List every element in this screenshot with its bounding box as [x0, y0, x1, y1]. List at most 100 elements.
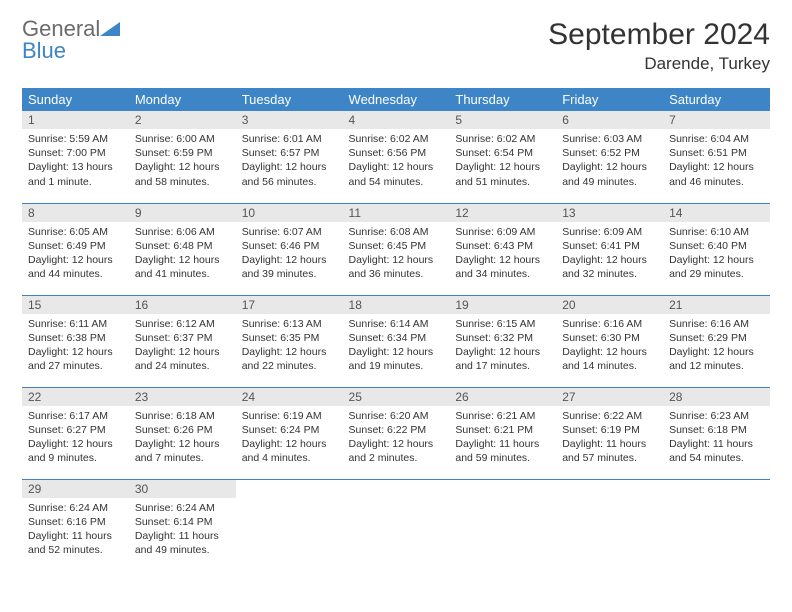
day-number: 9 [129, 204, 236, 222]
sunset-text: Sunset: 6:22 PM [349, 423, 444, 437]
day-number: 2 [129, 111, 236, 129]
calendar-day-cell: 4 Sunrise: 6:02 AMSunset: 6:56 PMDaylight… [343, 111, 450, 203]
calendar-day-cell [556, 479, 663, 571]
sunset-text: Sunset: 6:45 PM [349, 239, 444, 253]
day-details: Sunrise: 6:23 AMSunset: 6:18 PMDaylight:… [663, 406, 770, 472]
day-details: Sunrise: 6:11 AMSunset: 6:38 PMDaylight:… [22, 314, 129, 380]
day-details: Sunrise: 6:19 AMSunset: 6:24 PMDaylight:… [236, 406, 343, 472]
day-details: Sunrise: 6:10 AMSunset: 6:40 PMDaylight:… [663, 222, 770, 288]
day-details: Sunrise: 6:03 AMSunset: 6:52 PMDaylight:… [556, 129, 663, 195]
calendar-day-cell: 9Sunrise: 6:06 AMSunset: 6:48 PMDaylight… [129, 203, 236, 295]
calendar-table: Sunday Monday Tuesday Wednesday Thursday… [22, 88, 770, 571]
sunrise-text: Sunrise: 6:14 AM [349, 317, 444, 331]
daylight-text: Daylight: 12 hours and 54 minutes. [349, 160, 444, 188]
day-number: 7 [663, 111, 770, 129]
sunset-text: Sunset: 6:56 PM [349, 146, 444, 160]
calendar-day-cell: 2Sunrise: 6:00 AMSunset: 6:59 PMDaylight… [129, 111, 236, 203]
daylight-text: Daylight: 12 hours and 22 minutes. [242, 345, 337, 373]
daylight-text: Daylight: 12 hours and 41 minutes. [135, 253, 230, 281]
sunset-text: Sunset: 6:27 PM [28, 423, 123, 437]
daylight-text: Daylight: 12 hours and 17 minutes. [455, 345, 550, 373]
daylight-text: Daylight: 13 hours and 1 minute. [28, 160, 123, 188]
day-number: 24 [236, 388, 343, 406]
day-number: 23 [129, 388, 236, 406]
sunrise-text: Sunrise: 6:06 AM [135, 225, 230, 239]
sunset-text: Sunset: 6:41 PM [562, 239, 657, 253]
sunset-text: Sunset: 6:46 PM [242, 239, 337, 253]
sunset-text: Sunset: 6:18 PM [669, 423, 764, 437]
daylight-text: Daylight: 12 hours and 27 minutes. [28, 345, 123, 373]
daylight-text: Daylight: 12 hours and 4 minutes. [242, 437, 337, 465]
sunrise-text: Sunrise: 6:03 AM [562, 132, 657, 146]
daylight-text: Daylight: 12 hours and 2 minutes. [349, 437, 444, 465]
sunrise-text: Sunrise: 6:04 AM [669, 132, 764, 146]
daylight-text: Daylight: 12 hours and 9 minutes. [28, 437, 123, 465]
calendar-day-cell: 20Sunrise: 6:16 AMSunset: 6:30 PMDayligh… [556, 295, 663, 387]
calendar-day-cell: 12Sunrise: 6:09 AMSunset: 6:43 PMDayligh… [449, 203, 556, 295]
calendar-day-cell [663, 479, 770, 571]
sunrise-text: Sunrise: 6:02 AM [349, 132, 444, 146]
day-number: 19 [449, 296, 556, 314]
day-number: 25 [343, 388, 450, 406]
weekday-header: Tuesday [236, 88, 343, 111]
day-number: 12 [449, 204, 556, 222]
daylight-text: Daylight: 12 hours and 7 minutes. [135, 437, 230, 465]
daylight-text: Daylight: 11 hours and 59 minutes. [455, 437, 550, 465]
month-title: September 2024 [548, 18, 770, 52]
sunset-text: Sunset: 6:51 PM [669, 146, 764, 160]
daylight-text: Daylight: 12 hours and 34 minutes. [455, 253, 550, 281]
day-number: 4 [343, 111, 450, 129]
calendar-week-row: 29Sunrise: 6:24 AMSunset: 6:16 PMDayligh… [22, 479, 770, 571]
sunrise-text: Sunrise: 6:00 AM [135, 132, 230, 146]
day-details: Sunrise: 6:06 AMSunset: 6:48 PMDaylight:… [129, 222, 236, 288]
calendar-week-row: 1Sunrise: 5:59 AMSunset: 7:00 PMDaylight… [22, 111, 770, 203]
daylight-text: Daylight: 11 hours and 54 minutes. [669, 437, 764, 465]
weekday-header: Friday [556, 88, 663, 111]
daylight-text: Daylight: 12 hours and 24 minutes. [135, 345, 230, 373]
sunrise-text: Sunrise: 6:12 AM [135, 317, 230, 331]
sunset-text: Sunset: 6:32 PM [455, 331, 550, 345]
day-number: 26 [449, 388, 556, 406]
sunset-text: Sunset: 6:21 PM [455, 423, 550, 437]
calendar-day-cell: 6Sunrise: 6:03 AMSunset: 6:52 PMDaylight… [556, 111, 663, 203]
sunset-text: Sunset: 6:49 PM [28, 239, 123, 253]
daylight-text: Daylight: 12 hours and 36 minutes. [349, 253, 444, 281]
daylight-text: Daylight: 11 hours and 49 minutes. [135, 529, 230, 557]
sunset-text: Sunset: 7:00 PM [28, 146, 123, 160]
day-details: Sunrise: 6:18 AMSunset: 6:26 PMDaylight:… [129, 406, 236, 472]
sunrise-text: Sunrise: 6:24 AM [135, 501, 230, 515]
sunrise-text: Sunrise: 6:07 AM [242, 225, 337, 239]
logo: General Blue [22, 18, 120, 62]
day-details: Sunrise: 6:20 AMSunset: 6:22 PMDaylight:… [343, 406, 450, 472]
calendar-day-cell: 17Sunrise: 6:13 AMSunset: 6:35 PMDayligh… [236, 295, 343, 387]
day-number: 5 [449, 111, 556, 129]
sunrise-text: Sunrise: 6:09 AM [562, 225, 657, 239]
calendar-day-cell [236, 479, 343, 571]
calendar-day-cell: 5Sunrise: 6:02 AMSunset: 6:54 PMDaylight… [449, 111, 556, 203]
sunrise-text: Sunrise: 6:23 AM [669, 409, 764, 423]
day-details: Sunrise: 6:05 AMSunset: 6:49 PMDaylight:… [22, 222, 129, 288]
day-details: Sunrise: 6:16 AMSunset: 6:29 PMDaylight:… [663, 314, 770, 380]
header: General Blue September 2024 Darende, Tur… [22, 18, 770, 74]
day-details: Sunrise: 6:16 AMSunset: 6:30 PMDaylight:… [556, 314, 663, 380]
day-number: 27 [556, 388, 663, 406]
sunset-text: Sunset: 6:57 PM [242, 146, 337, 160]
sunrise-text: Sunrise: 6:18 AM [135, 409, 230, 423]
day-number: 11 [343, 204, 450, 222]
sunset-text: Sunset: 6:37 PM [135, 331, 230, 345]
sunrise-text: Sunrise: 6:20 AM [349, 409, 444, 423]
sunset-text: Sunset: 6:38 PM [28, 331, 123, 345]
daylight-text: Daylight: 12 hours and 29 minutes. [669, 253, 764, 281]
sunset-text: Sunset: 6:30 PM [562, 331, 657, 345]
daylight-text: Daylight: 12 hours and 56 minutes. [242, 160, 337, 188]
sunrise-text: Sunrise: 6:11 AM [28, 317, 123, 331]
logo-word2: Blue [22, 38, 66, 63]
day-number: 29 [22, 480, 129, 498]
calendar-day-cell: 29Sunrise: 6:24 AMSunset: 6:16 PMDayligh… [22, 479, 129, 571]
sunset-text: Sunset: 6:35 PM [242, 331, 337, 345]
calendar-day-cell [449, 479, 556, 571]
sunrise-text: Sunrise: 6:24 AM [28, 501, 123, 515]
calendar-day-cell: 7Sunrise: 6:04 AMSunset: 6:51 PMDaylight… [663, 111, 770, 203]
day-details: Sunrise: 6:17 AMSunset: 6:27 PMDaylight:… [22, 406, 129, 472]
sunset-text: Sunset: 6:24 PM [242, 423, 337, 437]
